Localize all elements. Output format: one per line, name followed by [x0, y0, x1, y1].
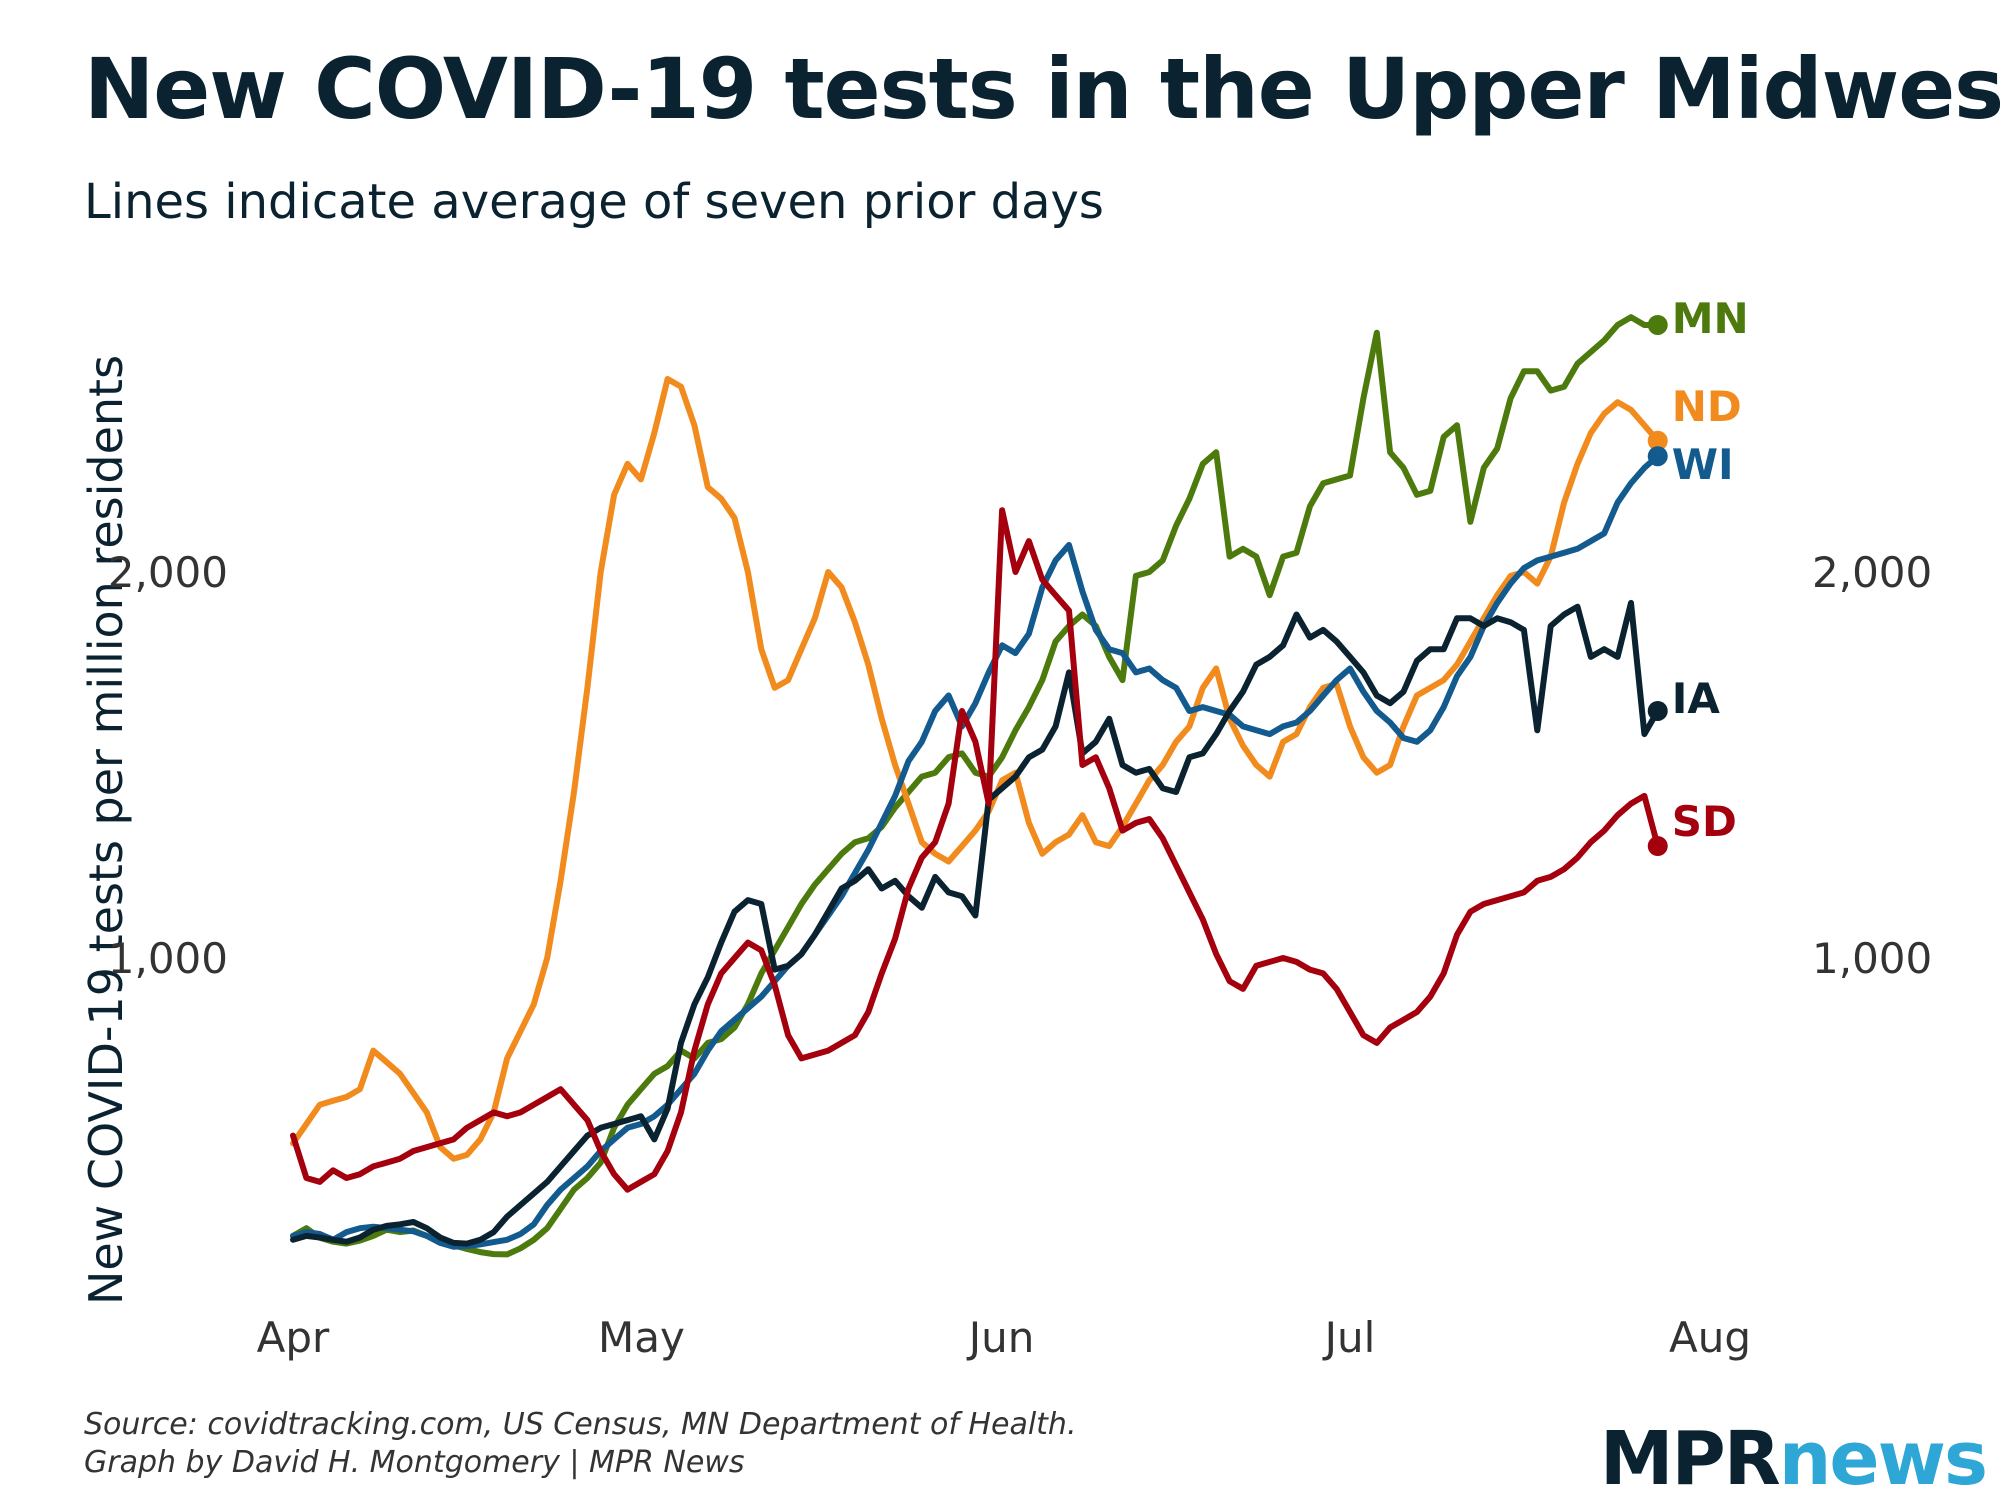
series-line-nd [290, 376, 1661, 1162]
chart-subtitle: Lines indicate average of seven prior da… [84, 174, 1104, 230]
series-line-sd [290, 507, 1661, 1193]
y-tick-label-left: 2,000 [108, 548, 228, 597]
series-endpoint-nd [1647, 430, 1668, 451]
credit-note: Graph by David H. Montgomery | MPR News [84, 1445, 745, 1480]
series-endpoint-wi [1647, 446, 1668, 467]
x-tick-label: Jul [1322, 1313, 1376, 1362]
logo-news: news [1778, 1416, 1988, 1502]
y-axis-title: New COVID-19 tests per million residents [79, 355, 133, 1305]
mpr-news-logo: MPRnews [1599, 1416, 1988, 1502]
x-tick-label: Apr [257, 1313, 330, 1362]
source-note: Source: covidtracking.com, US Census, MN… [84, 1407, 1077, 1442]
series-endpoint-ia [1647, 700, 1668, 721]
series-line-mn [290, 314, 1661, 1258]
y-tick-label-right: 1,000 [1812, 934, 1932, 983]
y-tick-label-right: 2,000 [1812, 548, 1932, 597]
series-label-sd: SD [1672, 797, 1737, 846]
series-label-ia: IA [1672, 674, 1721, 723]
series-label-mn: MN [1672, 294, 1749, 343]
y-tick-label-left: 1,000 [108, 934, 228, 983]
footer: Source: covidtracking.com, US Census, MN… [84, 1406, 1076, 1482]
series-endpoint-mn [1647, 314, 1668, 335]
series-label-nd: ND [1672, 382, 1742, 431]
logo-mpr: MPR [1599, 1416, 1781, 1502]
x-tick-label: Aug [1669, 1313, 1751, 1362]
x-tick-label: May [598, 1313, 685, 1362]
series-label-wi: WI [1672, 440, 1734, 489]
x-tick-label: Jun [966, 1313, 1035, 1362]
series-line-ia [290, 599, 1661, 1247]
series-line-wi [290, 453, 1661, 1250]
series-endpoint-sd [1647, 836, 1668, 857]
chart-title: New COVID-19 tests in the Upper Midwest [84, 40, 2000, 138]
